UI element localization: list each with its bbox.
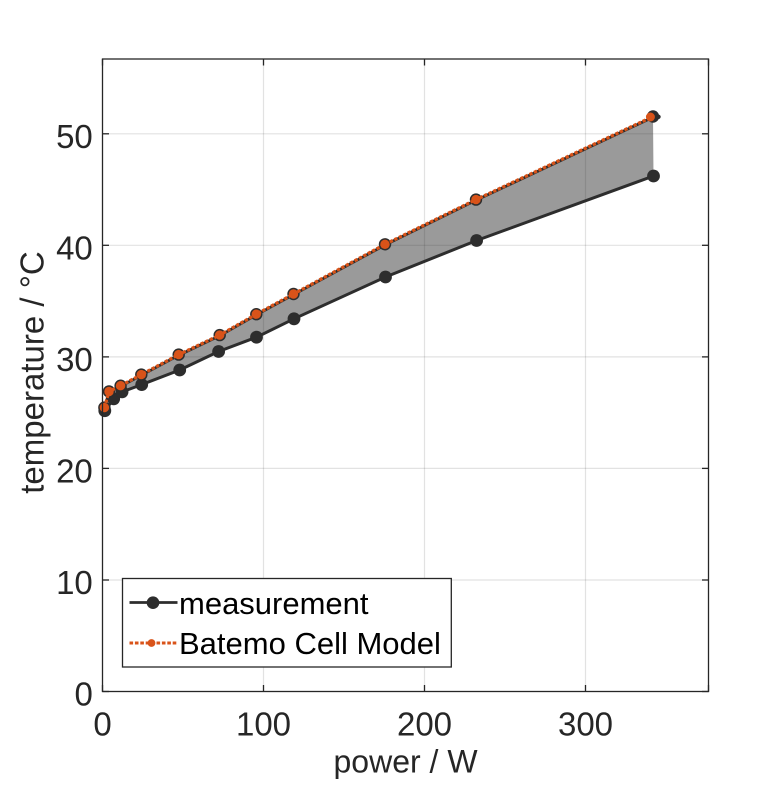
svg-text:300: 300 — [558, 706, 613, 743]
svg-text:power / W: power / W — [333, 744, 478, 780]
svg-text:30: 30 — [56, 341, 93, 378]
svg-text:10: 10 — [56, 564, 93, 601]
svg-text:0: 0 — [93, 706, 111, 743]
svg-text:100: 100 — [236, 706, 291, 743]
svg-text:200: 200 — [397, 706, 452, 743]
svg-text:40: 40 — [56, 229, 93, 266]
svg-text:20: 20 — [56, 453, 93, 490]
svg-text:temperature / °C: temperature / °C — [14, 251, 51, 493]
svg-text:measurement: measurement — [179, 586, 369, 621]
svg-text:50: 50 — [56, 118, 93, 155]
svg-text:0: 0 — [74, 676, 92, 713]
svg-text:Batemo Cell Model: Batemo Cell Model — [179, 626, 441, 661]
